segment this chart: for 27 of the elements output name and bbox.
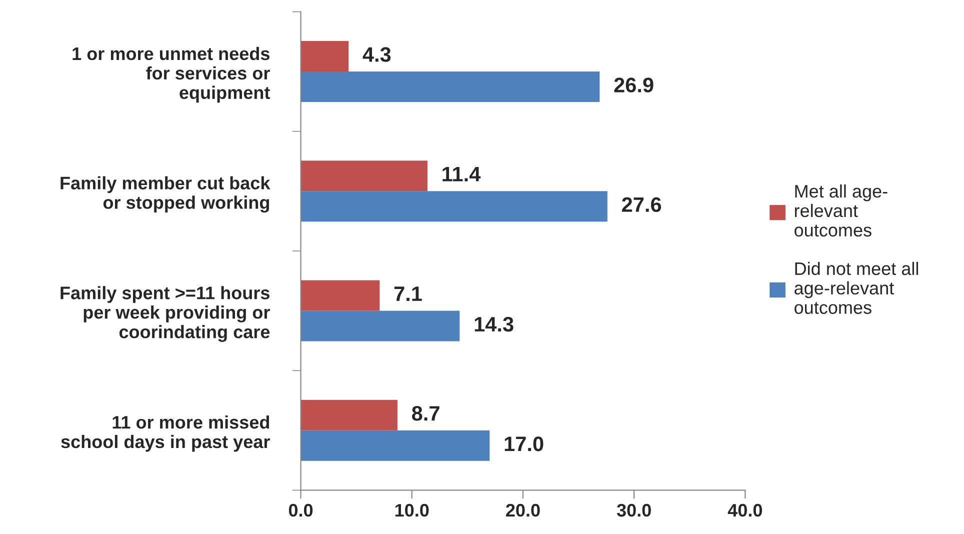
bar <box>300 72 600 102</box>
x-tick-label: 10.0 <box>395 504 429 517</box>
data-label: 11.4 <box>442 166 481 182</box>
x-tick-label: 30.0 <box>616 504 651 517</box>
data-label: 26.9 <box>614 78 654 92</box>
y-tick-label: Family member cut back or stopped working <box>60 176 270 213</box>
x-tick-label: 20.0 <box>506 504 540 517</box>
data-label: 17.0 <box>504 436 544 452</box>
y-tick-label: Family spent >=11 hours per week providing or coorindating care <box>60 286 270 342</box>
x-tick-label: 40.0 <box>728 504 762 517</box>
legend-label: Did not meet all age-relevant outcomes <box>794 262 918 314</box>
bar <box>300 160 428 192</box>
data-label: 8.7 <box>412 406 440 421</box>
data-label: 4.3 <box>362 47 391 62</box>
legend-label: Met all age- relevant outcomes <box>794 184 888 237</box>
data-label: 14.3 <box>474 316 514 332</box>
bar <box>300 280 380 311</box>
bar <box>300 430 490 461</box>
bar <box>300 191 608 222</box>
y-tick-label: 11 or more missed school days in past year <box>61 415 270 452</box>
y-tick-label: 1 or more unmet needs for services or equipment <box>72 46 270 103</box>
data-label: 7.1 <box>394 286 422 301</box>
bar <box>300 310 460 342</box>
bar <box>300 41 349 72</box>
data-label: 27.6 <box>622 197 662 212</box>
x-tick-label: 0.0 <box>288 504 313 517</box>
bar <box>300 400 398 430</box>
